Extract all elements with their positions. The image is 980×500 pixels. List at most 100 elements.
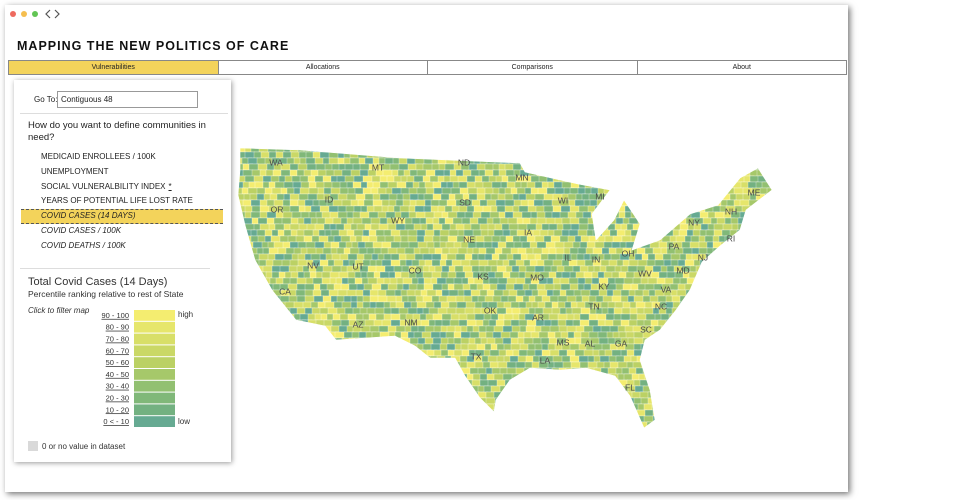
county[interactable]: [766, 157, 777, 165]
county[interactable]: [397, 355, 409, 363]
county[interactable]: [278, 415, 290, 423]
county[interactable]: [677, 325, 689, 333]
county[interactable]: [744, 361, 756, 369]
county[interactable]: [303, 421, 315, 428]
county[interactable]: [331, 343, 343, 351]
county[interactable]: [716, 313, 728, 321]
county[interactable]: [675, 421, 687, 428]
county[interactable]: [541, 409, 553, 417]
county[interactable]: [619, 397, 631, 405]
county[interactable]: [767, 415, 778, 423]
county[interactable]: [674, 331, 686, 339]
county[interactable]: [558, 146, 570, 153]
county[interactable]: [524, 427, 536, 434]
county[interactable]: [434, 391, 446, 399]
county[interactable]: [707, 295, 719, 303]
county[interactable]: [745, 397, 757, 405]
county[interactable]: [493, 229, 505, 237]
county[interactable]: [686, 277, 698, 285]
county[interactable]: [753, 253, 765, 261]
county[interactable]: [349, 349, 361, 357]
county[interactable]: [647, 277, 659, 285]
county[interactable]: [739, 373, 751, 381]
county[interactable]: [441, 187, 453, 195]
county[interactable]: [748, 151, 760, 159]
county[interactable]: [485, 247, 497, 255]
county[interactable]: [769, 301, 780, 309]
legend-swatch[interactable]: [134, 310, 175, 321]
county[interactable]: [362, 421, 374, 428]
county[interactable]: [735, 157, 747, 165]
county[interactable]: [678, 367, 690, 375]
county[interactable]: [714, 283, 726, 291]
county[interactable]: [613, 397, 625, 405]
county[interactable]: [558, 409, 570, 417]
county[interactable]: [565, 175, 577, 183]
county[interactable]: [503, 151, 515, 159]
legend-swatch[interactable]: [134, 380, 175, 392]
county[interactable]: [640, 151, 652, 159]
county[interactable]: [657, 331, 669, 339]
county[interactable]: [417, 391, 429, 399]
county[interactable]: [515, 277, 527, 285]
county[interactable]: [545, 241, 557, 249]
county[interactable]: [731, 283, 743, 291]
county[interactable]: [337, 193, 349, 201]
county[interactable]: [676, 397, 688, 405]
county[interactable]: [403, 385, 415, 393]
county[interactable]: [612, 427, 624, 434]
county[interactable]: [746, 331, 758, 339]
county[interactable]: [650, 187, 662, 195]
county[interactable]: [485, 397, 497, 405]
county[interactable]: [338, 385, 350, 393]
county[interactable]: [354, 403, 366, 411]
county[interactable]: [369, 343, 381, 351]
county[interactable]: [763, 319, 774, 327]
county[interactable]: [366, 146, 378, 153]
county[interactable]: [501, 403, 513, 411]
county[interactable]: [446, 253, 458, 261]
county[interactable]: [589, 421, 601, 428]
county[interactable]: [760, 397, 772, 405]
county[interactable]: [342, 391, 354, 399]
county[interactable]: [741, 355, 753, 363]
county[interactable]: [330, 361, 342, 369]
county[interactable]: [679, 307, 691, 315]
county[interactable]: [718, 259, 730, 267]
county[interactable]: [660, 427, 672, 434]
county[interactable]: [767, 349, 778, 357]
county[interactable]: [580, 289, 592, 297]
county[interactable]: [661, 397, 673, 405]
county[interactable]: [570, 163, 582, 171]
county[interactable]: [696, 415, 708, 423]
county[interactable]: [734, 325, 746, 333]
county[interactable]: [601, 379, 613, 387]
county[interactable]: [415, 151, 427, 159]
county[interactable]: [666, 157, 678, 165]
county[interactable]: [444, 373, 456, 381]
county[interactable]: [346, 379, 358, 387]
county[interactable]: [288, 325, 300, 333]
county[interactable]: [322, 427, 334, 434]
county[interactable]: [724, 367, 736, 375]
county[interactable]: [542, 199, 554, 207]
county[interactable]: [236, 385, 247, 393]
county[interactable]: [383, 427, 395, 434]
county[interactable]: [763, 211, 774, 219]
county[interactable]: [731, 403, 743, 411]
county[interactable]: [244, 391, 256, 399]
county[interactable]: [243, 385, 255, 393]
county[interactable]: [691, 295, 703, 303]
county[interactable]: [743, 265, 755, 273]
county[interactable]: [479, 415, 491, 423]
county[interactable]: [635, 187, 647, 195]
county[interactable]: [770, 241, 781, 249]
county[interactable]: [424, 325, 436, 333]
county[interactable]: [694, 355, 706, 363]
county[interactable]: [732, 151, 744, 159]
county[interactable]: [337, 421, 349, 428]
county[interactable]: [431, 253, 443, 261]
county[interactable]: [594, 151, 606, 159]
county[interactable]: [734, 253, 746, 261]
county[interactable]: [438, 373, 450, 381]
